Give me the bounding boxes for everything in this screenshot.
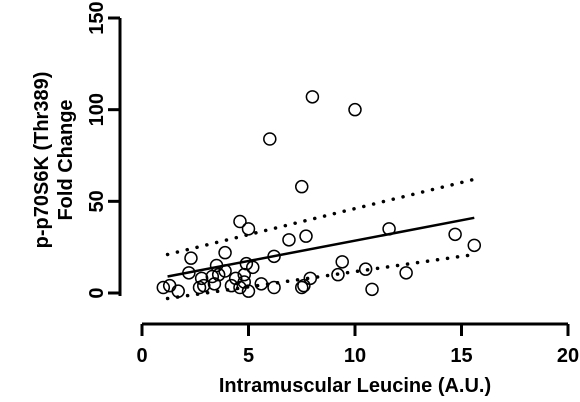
data-point (335, 255, 349, 269)
regression-line-group (167, 216, 475, 278)
ci-upper-line (165, 177, 477, 257)
data-point (194, 271, 209, 286)
data-point (197, 278, 211, 293)
data-point (246, 260, 260, 275)
data-point (218, 264, 232, 278)
x-tick-label: 5 (243, 345, 254, 367)
data-point (182, 266, 196, 280)
y-axis-title-line-2: Fold Change (55, 99, 77, 220)
data-point (365, 282, 379, 297)
data-point (348, 102, 362, 117)
ci-lower-line (165, 252, 477, 301)
y-tick-label: 0 (86, 287, 108, 298)
data-points (156, 90, 482, 298)
x-tick-label: 0 (136, 345, 147, 367)
regression-line (167, 216, 475, 278)
y-tick-label: 50 (86, 190, 108, 212)
data-point (224, 278, 239, 293)
data-point (211, 267, 226, 282)
x-axis-ticks: 0 5 10 15 20 (136, 324, 579, 367)
y-axis-ticks: 0 50 100 150 (86, 1, 120, 299)
data-point (267, 280, 281, 295)
data-point (218, 245, 232, 260)
data-point (299, 229, 313, 243)
x-tick-label: 15 (450, 345, 472, 367)
data-point (241, 284, 256, 298)
y-axis-title-line-1: p-p70S6K (Thr389) (31, 72, 53, 249)
data-point (241, 222, 256, 236)
data-point (358, 262, 373, 276)
data-point (171, 284, 185, 298)
data-point (156, 280, 171, 295)
data-point (263, 132, 277, 146)
data-point (467, 238, 482, 253)
data-point (303, 271, 318, 286)
x-tick-label: 20 (557, 345, 579, 367)
y-axis-title: p-p70S6K (Thr389) Fold Change (31, 72, 77, 249)
x-tick-label: 10 (344, 345, 366, 367)
data-point (295, 179, 309, 194)
y-tick-label: 100 (86, 93, 108, 126)
data-point (448, 227, 462, 242)
data-point (282, 233, 296, 247)
data-point (331, 267, 345, 282)
data-point (305, 90, 320, 104)
data-point (233, 214, 247, 229)
data-point (254, 277, 269, 291)
data-point (184, 251, 198, 265)
y-tick-label: 150 (86, 1, 108, 34)
data-point (382, 222, 396, 236)
data-point (399, 266, 413, 280)
data-point (295, 280, 309, 295)
data-point (239, 256, 254, 271)
confidence-band (165, 177, 477, 301)
x-axis-title: Intramuscular Leucine (A.U.) (219, 375, 491, 397)
data-point (267, 249, 281, 264)
